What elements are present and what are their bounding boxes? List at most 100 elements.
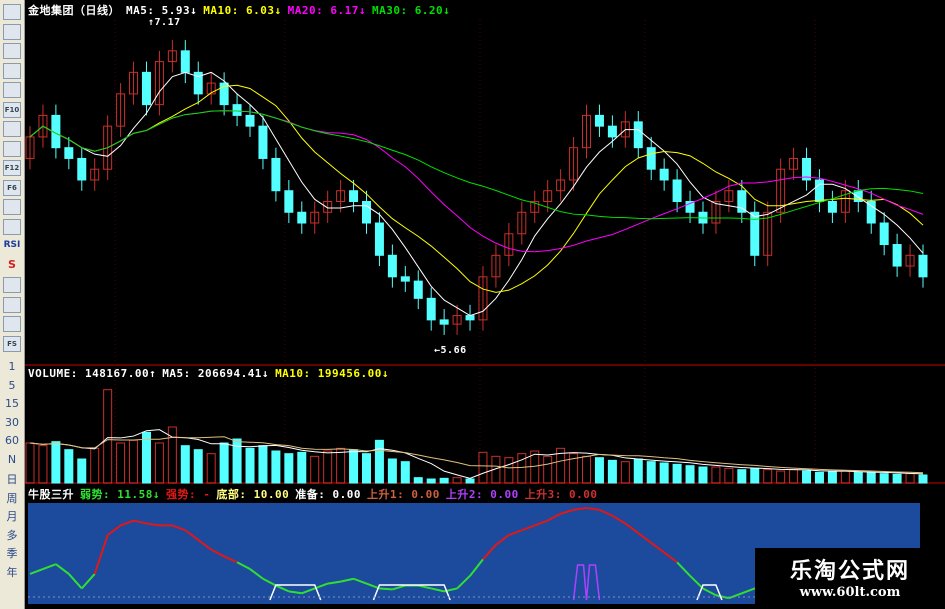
- f6-icon[interactable]: F6: [3, 179, 21, 196]
- f12-icon[interactable]: F12: [3, 160, 21, 176]
- indicator-line: [262, 577, 277, 587]
- line-icon[interactable]: [3, 43, 21, 59]
- period-11[interactable]: 年: [6, 565, 18, 579]
- bars-icon[interactable]: [3, 23, 21, 40]
- volume-bar: [814, 471, 824, 484]
- volume-bar: [763, 469, 773, 484]
- candle-body: [90, 168, 100, 181]
- candle-body: [569, 147, 579, 181]
- period-7[interactable]: 周: [6, 491, 18, 505]
- ma30-value: MA30: 6.20↓: [371, 4, 451, 17]
- indicator-line: [611, 514, 626, 525]
- indicator-line: [624, 522, 639, 534]
- fs-icon[interactable]: FS: [3, 335, 21, 352]
- volume-bar: [789, 469, 799, 484]
- weak-value: 弱势: 11.58↓: [80, 488, 160, 501]
- candle-body: [918, 254, 928, 278]
- volume-bar: [918, 474, 928, 484]
- volume-bar: [879, 473, 889, 484]
- indicator-line: [508, 529, 523, 537]
- watermark: 乐淘公式网 www.60lt.com: [755, 548, 945, 609]
- indicator-line: [379, 587, 393, 591]
- candle-body: [77, 157, 87, 181]
- bottom-signal: [372, 584, 451, 601]
- indicator-line: [430, 587, 445, 593]
- candle-body: [646, 147, 656, 170]
- indicator-line: [29, 568, 44, 575]
- volume-bar: [698, 466, 708, 484]
- bottom-signal: [696, 584, 723, 601]
- indicator-line: [275, 584, 290, 593]
- indicator-line: [68, 573, 83, 590]
- s-icon[interactable]: S: [8, 257, 16, 271]
- note-icon[interactable]: [3, 121, 21, 137]
- indicator-name: 牛股三升: [28, 488, 74, 501]
- f10-icon[interactable]: F10: [3, 101, 21, 118]
- volume-bar: [374, 439, 384, 484]
- volume-bar: [310, 455, 320, 484]
- volume-bar: [478, 451, 488, 484]
- pencil-icon[interactable]: [3, 316, 21, 332]
- volume-bar: [245, 447, 255, 484]
- period-2[interactable]: 15: [5, 397, 19, 410]
- candle-body: [129, 71, 139, 95]
- candles-icon[interactable]: [3, 62, 21, 79]
- vol-ma5-value: MA5: 206694.41↓: [162, 367, 270, 380]
- volume-bar: [349, 449, 359, 484]
- indicator-line: [366, 582, 380, 590]
- ma10-value: MA10: 6.03↓: [203, 4, 282, 17]
- up2-value: 上升2: 0.00: [445, 488, 519, 501]
- candle-body: [789, 157, 799, 170]
- volume-bar: [750, 467, 760, 484]
- volume-bar: [413, 477, 423, 484]
- chart-icon[interactable]: [3, 4, 21, 20]
- volume-bar: [776, 470, 786, 484]
- volume-bar: [193, 449, 203, 484]
- volume-bar: [38, 445, 48, 484]
- move-icon[interactable]: [3, 277, 21, 293]
- volume-bar: [737, 469, 747, 484]
- candle-body: [38, 114, 48, 138]
- candle-body: [504, 233, 514, 256]
- period-8[interactable]: 月: [6, 510, 18, 523]
- period-4[interactable]: 60: [5, 434, 19, 447]
- candle-body: [323, 200, 333, 213]
- indicator-line: [184, 529, 199, 541]
- indicator-line: [547, 512, 562, 522]
- volume-bar: [336, 447, 346, 484]
- overlay-icon[interactable]: [3, 82, 21, 98]
- period-9[interactable]: 多: [6, 528, 18, 542]
- zoom-icon[interactable]: [3, 199, 21, 215]
- period-10[interactable]: 季: [6, 547, 18, 560]
- candle-body: [141, 71, 151, 106]
- candle-body: [582, 114, 592, 149]
- volume-bar: [504, 457, 514, 484]
- period-5[interactable]: N: [7, 452, 17, 466]
- exit-icon[interactable]: [3, 296, 21, 313]
- indicator-line: [314, 582, 329, 590]
- period-3[interactable]: 30: [5, 415, 19, 429]
- candle-body: [724, 190, 734, 202]
- watermark-name: 乐淘公式网: [789, 559, 910, 584]
- period-1[interactable]: 5: [8, 378, 16, 392]
- ma10-line: [29, 84, 924, 293]
- period-6[interactable]: 日: [6, 473, 18, 486]
- volume-bar: [724, 467, 734, 484]
- candle-body: [530, 200, 540, 213]
- candle-body: [116, 93, 126, 127]
- rsi-icon[interactable]: RSI: [3, 240, 21, 250]
- indicator-line: [521, 524, 536, 532]
- f11-icon[interactable]: [3, 140, 21, 157]
- ma5-value: MA5: 5.93↓: [126, 4, 198, 17]
- period-0[interactable]: 1: [8, 360, 16, 373]
- volume-bar: [892, 473, 902, 484]
- indicator-line: [741, 587, 756, 595]
- indicator-line: [715, 594, 730, 600]
- indicator-icon[interactable]: [3, 218, 21, 235]
- volume-bar: [582, 455, 592, 484]
- volume-bar: [607, 459, 617, 484]
- volume-bar: [672, 463, 682, 484]
- volume-bar: [853, 471, 863, 484]
- volume-bar: [297, 451, 307, 484]
- candle-body: [258, 125, 268, 159]
